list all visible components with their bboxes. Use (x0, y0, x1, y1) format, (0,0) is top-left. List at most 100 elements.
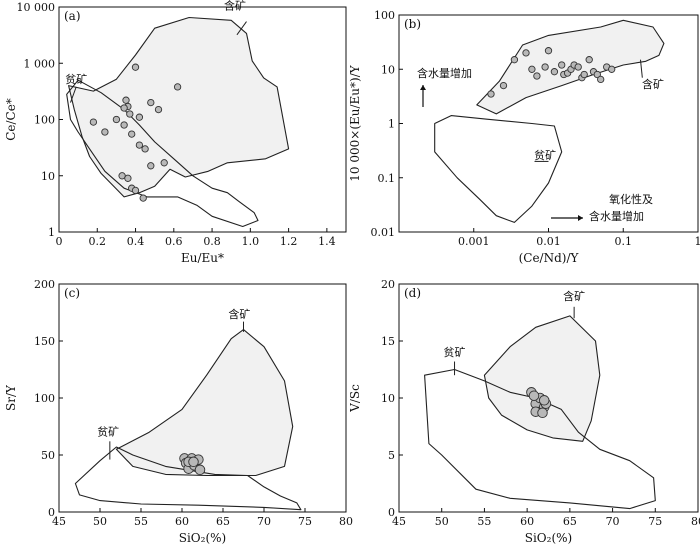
data-point (128, 130, 136, 138)
data-point (101, 128, 109, 136)
x-axis-title: (Ce/Nd)/Y (519, 251, 580, 265)
y-tick-label: 50 (41, 449, 55, 462)
x-tick-label: 1.4 (318, 235, 336, 248)
data-point (160, 159, 168, 167)
x-tick-label: 75 (648, 515, 662, 528)
data-point (154, 105, 163, 114)
panel-a: 0 0.2 0.4 0.6 0.8 1.0 1.2 1.4 1 10 100 1 000 10 000 E… (4, 0, 347, 265)
data-point (533, 72, 541, 80)
x-tick-label: 45 (392, 515, 406, 528)
data-point (131, 63, 140, 71)
x-tick-label: 0.4 (127, 235, 145, 248)
data-point (120, 121, 128, 129)
data-point (173, 83, 182, 91)
x-tick-label: 75 (298, 515, 312, 528)
region-label: 贫矿 (534, 148, 556, 162)
region-label: 含矿 (228, 307, 250, 321)
y-tick-label: 1 (388, 118, 395, 131)
region-ore-poor (66, 79, 259, 228)
panel-tag: (c) (64, 286, 80, 300)
x-tick-label: 1.2 (280, 235, 298, 248)
data-point (537, 407, 548, 419)
region-label: 贫矿 (97, 425, 119, 439)
y-tick-label: 100 (374, 9, 395, 22)
leader-line (70, 86, 77, 103)
data-point (574, 63, 582, 71)
data-point (124, 174, 132, 182)
y-tick-label: 10 (381, 63, 395, 76)
annotation: 含水量增加 (589, 209, 644, 223)
data-point (120, 104, 128, 112)
data-point (135, 141, 144, 149)
data-point (141, 145, 149, 153)
y-tick-label: 0.1 (378, 172, 396, 185)
x-tick-label: 70 (257, 515, 271, 528)
y-tick-label: 0.01 (371, 226, 396, 239)
data-point (580, 70, 588, 79)
data-point (558, 61, 566, 69)
y-tick-label: 1 (48, 226, 55, 239)
y-tick-label: 0 (388, 506, 395, 519)
data-point (550, 68, 559, 76)
data-point (528, 65, 536, 73)
y-tick-label: 10 000 (17, 1, 56, 14)
x-tick-label: 80 (691, 515, 700, 528)
data-point (499, 81, 508, 90)
region-label: 贫矿 (444, 345, 466, 359)
data-point (122, 96, 130, 104)
region-ore-poor (74, 446, 302, 511)
data-point (89, 118, 98, 126)
y-axis-title: Sr/Y (4, 384, 18, 411)
y-tick-label: 100 (34, 114, 55, 127)
data-point (528, 390, 540, 401)
data-point (188, 456, 199, 468)
region-label: 贫矿 (65, 72, 87, 86)
data-point (126, 110, 134, 118)
x-axis-title: Eu/Eu* (181, 251, 224, 265)
y-tick-label: 20 (381, 278, 395, 291)
x-tick-label: 0.6 (165, 235, 183, 248)
data-point (510, 56, 519, 64)
annotation: 含水量增加 (417, 66, 472, 80)
x-tick-label: 70 (606, 515, 620, 528)
data-point (135, 113, 144, 121)
region-label: 含矿 (224, 0, 246, 13)
x-tick-label: 0 (56, 235, 63, 248)
panel-d: 45 50 55 60 65 70 75 80 0 5 10 15 20 SiO₂(%) V/Sc (d) 含矿… (348, 278, 700, 545)
x-tick-label: 1 (695, 235, 700, 248)
x-axis-title: SiO₂(%) (179, 531, 226, 545)
panel-c: 45 50 55 60 65 70 75 80 0 50 100 150 200 SiO₂(%) Sr/Y (… (4, 278, 353, 545)
data-point (593, 70, 601, 79)
x-tick-label: 0.2 (89, 235, 107, 248)
data-point (541, 63, 549, 71)
region-ore-bearing (483, 315, 601, 442)
data-point (487, 90, 495, 98)
y-tick-label: 1 000 (24, 57, 56, 70)
x-axis-title: SiO₂(%) (525, 531, 572, 545)
data-point (538, 395, 550, 406)
region-ore-poor (424, 368, 656, 510)
y-tick-label: 15 (381, 335, 395, 348)
region-ore-bearing (115, 329, 294, 477)
y-axis-title: V/Sc (348, 384, 362, 413)
x-tick-label: 0.1 (615, 235, 633, 248)
leader-line (236, 21, 247, 36)
annotation: 氧化性及 (609, 192, 653, 206)
data-point (597, 75, 605, 84)
y-tick-label: 100 (34, 392, 55, 405)
y-tick-label: 200 (34, 278, 55, 291)
region-ore-bearing (68, 16, 290, 198)
data-point (139, 194, 147, 202)
arrow-right-head (578, 215, 583, 221)
y-tick-label: 0 (48, 506, 55, 519)
data-point (522, 49, 530, 57)
x-tick-label: 60 (175, 515, 189, 528)
data-point (131, 186, 140, 195)
y-tick-label: 5 (388, 449, 395, 462)
panel-tag: (b) (404, 17, 421, 31)
x-tick-label: 65 (216, 515, 230, 528)
x-tick-label: 0.8 (203, 235, 221, 248)
data-point (147, 162, 155, 170)
x-tick-label: 50 (435, 515, 449, 528)
